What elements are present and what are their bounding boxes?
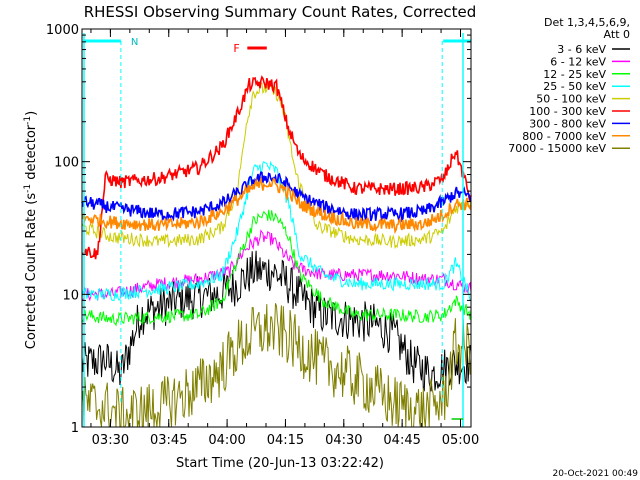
x-axis-label: Start Time (20-Jun-13 03:22:42) [176, 456, 384, 471]
y-tick-label-1: 1 [71, 421, 79, 436]
data-layer [81, 75, 472, 428]
legend-header-line-1: Det 1,3,4,5,6,9, [544, 16, 630, 29]
x-tick-label-5: 04:30 [325, 433, 362, 448]
y-axis-label-sup2: -1 [23, 116, 33, 125]
series-line-3 [81, 209, 472, 327]
series-line-4 [81, 160, 472, 302]
x-tick-label-2: 03:45 [150, 433, 187, 448]
legend-label-4: 25 - 50 keV [543, 80, 606, 93]
legend-label-5: 50 - 100 keV [536, 93, 606, 106]
x-tick-label-1: 03:30 [92, 433, 129, 448]
y-axis-label-end: ) [24, 111, 39, 116]
series-line-2 [81, 229, 472, 302]
series-line-5 [81, 82, 472, 250]
x-tick-label-4: 04:15 [267, 433, 304, 448]
legend-label-7: 300 - 800 keV [529, 117, 606, 130]
y-tick-label-4: 1000 [46, 23, 79, 38]
series-line-1 [81, 250, 472, 392]
series-line-6 [81, 75, 472, 260]
tick-layer: 1 10 100 1000 03:30 03:45 04:00 04:15 04:30 04:45… [46, 23, 479, 448]
series-line-7 [81, 171, 472, 223]
legend-label-8: 800 - 7000 keV [522, 130, 606, 143]
x-tick-label-7: 05:00 [442, 433, 479, 448]
timestamp-label: 20-Oct-2021 00:49 [553, 469, 639, 479]
series-line-8 [81, 175, 472, 235]
legend-label-9: 7000 - 15000 keV [508, 142, 606, 155]
y-tick-label-3: 100 [54, 156, 79, 171]
y-axis-label-main: Corrected Count Rate (s [24, 193, 39, 350]
legend-label-6: 100 - 300 keV [529, 105, 606, 118]
y-axis-label: Corrected Count Rate (s-1 detector-1) [23, 111, 39, 349]
flare-label: F [233, 42, 239, 55]
plot-frame [81, 28, 472, 428]
chart-title: RHESSI Observing Summary Count Rates, Co… [84, 3, 477, 21]
legend-header-line-2: Att 0 [604, 28, 630, 41]
legend-label-3: 12 - 25 keV [543, 68, 606, 81]
y-axis-label-sup1: -1 [23, 184, 33, 193]
night-label: N [131, 37, 138, 48]
legend-label-2: 6 - 12 keV [550, 55, 606, 68]
series-line-9 [81, 303, 472, 428]
x-tick-label-6: 04:45 [383, 433, 420, 448]
y-tick-label-2: 10 [62, 288, 79, 303]
y-axis-label-mid: detector [24, 124, 39, 184]
legend-label-1: 3 - 6 keV [557, 43, 606, 56]
x-tick-label-3: 04:00 [208, 433, 245, 448]
